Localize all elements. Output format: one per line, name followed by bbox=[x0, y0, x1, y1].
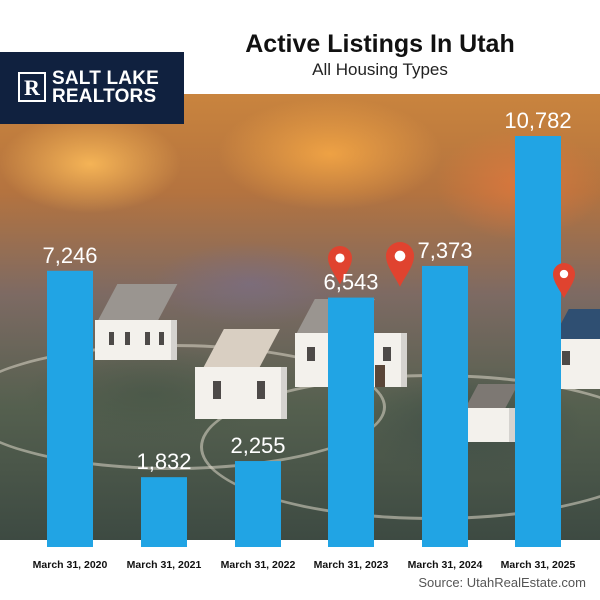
value-label-3: 2,255 bbox=[230, 433, 285, 458]
chart-title: Active Listings In Utah bbox=[245, 30, 515, 58]
source-credit: Source: UtahRealEstate.com bbox=[418, 575, 586, 590]
value-label-5: 7,373 bbox=[417, 238, 472, 263]
logo-line-1: SALT LAKE bbox=[52, 68, 159, 89]
category-label-2: March 31, 2021 bbox=[127, 559, 202, 571]
category-label-5: March 31, 2024 bbox=[408, 559, 483, 571]
bar-1 bbox=[47, 270, 93, 547]
bar-4 bbox=[328, 297, 374, 547]
background-photo bbox=[0, 94, 600, 540]
bar-5 bbox=[422, 265, 468, 547]
bar-3 bbox=[235, 461, 281, 547]
bar-2 bbox=[141, 477, 187, 547]
bar-6 bbox=[515, 136, 561, 547]
salt-lake-realtors-logo: R SALT LAKE REALTORS bbox=[0, 52, 184, 124]
footer bbox=[0, 540, 600, 600]
realtor-r-icon: R bbox=[18, 72, 46, 102]
map-pin-icon bbox=[328, 246, 352, 285]
value-label-6: 10,782 bbox=[504, 108, 571, 133]
value-label-2: 1,832 bbox=[136, 449, 191, 474]
category-label-4: March 31, 2023 bbox=[314, 559, 389, 571]
chart-subtitle: All Housing Types bbox=[312, 60, 448, 79]
value-label-1: 7,246 bbox=[42, 243, 97, 268]
category-label-1: March 31, 2020 bbox=[33, 559, 108, 571]
map-pin-icon bbox=[553, 263, 575, 299]
value-label-4: 6,543 bbox=[323, 270, 378, 295]
map-pin-icon bbox=[386, 242, 414, 287]
logo-line-2: REALTORS bbox=[52, 86, 157, 107]
category-label-3: March 31, 2022 bbox=[221, 559, 296, 571]
category-label-6: March 31, 2025 bbox=[501, 559, 576, 571]
